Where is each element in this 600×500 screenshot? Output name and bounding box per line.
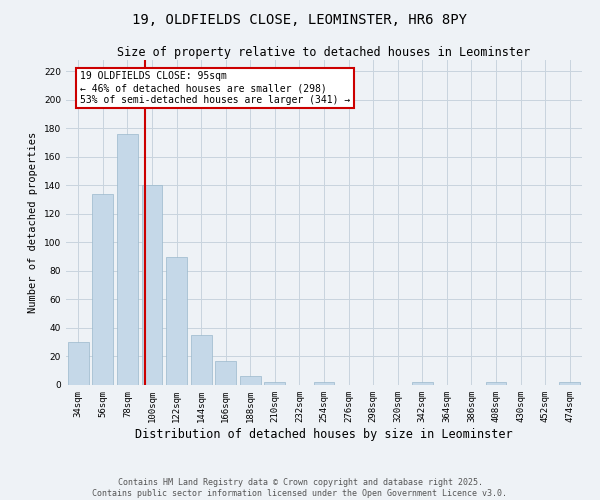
X-axis label: Distribution of detached houses by size in Leominster: Distribution of detached houses by size … xyxy=(135,428,513,440)
Bar xyxy=(68,342,89,385)
Bar xyxy=(92,194,113,385)
Bar xyxy=(142,186,163,385)
Bar xyxy=(240,376,261,385)
Bar xyxy=(117,134,138,385)
Bar xyxy=(314,382,334,385)
Y-axis label: Number of detached properties: Number of detached properties xyxy=(28,132,38,313)
Text: 19, OLDFIELDS CLOSE, LEOMINSTER, HR6 8PY: 19, OLDFIELDS CLOSE, LEOMINSTER, HR6 8PY xyxy=(133,12,467,26)
Bar xyxy=(412,382,433,385)
Bar xyxy=(191,335,212,385)
Text: Contains HM Land Registry data © Crown copyright and database right 2025.
Contai: Contains HM Land Registry data © Crown c… xyxy=(92,478,508,498)
Text: 19 OLDFIELDS CLOSE: 95sqm
← 46% of detached houses are smaller (298)
53% of semi: 19 OLDFIELDS CLOSE: 95sqm ← 46% of detac… xyxy=(80,72,350,104)
Bar xyxy=(485,382,506,385)
Title: Size of property relative to detached houses in Leominster: Size of property relative to detached ho… xyxy=(118,46,530,59)
Bar xyxy=(215,361,236,385)
Bar xyxy=(166,256,187,385)
Bar xyxy=(559,382,580,385)
Bar xyxy=(265,382,286,385)
